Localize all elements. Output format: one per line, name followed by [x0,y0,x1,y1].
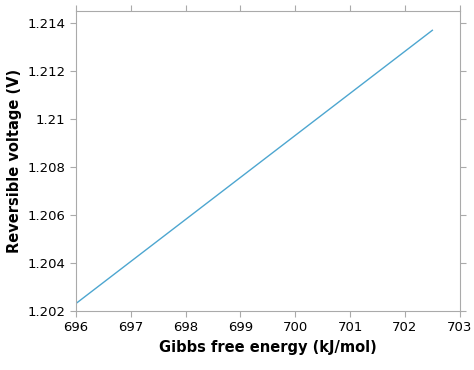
X-axis label: Gibbs free energy (kJ/mol): Gibbs free energy (kJ/mol) [159,340,377,355]
Y-axis label: Reversible voltage (V): Reversible voltage (V) [7,69,22,253]
